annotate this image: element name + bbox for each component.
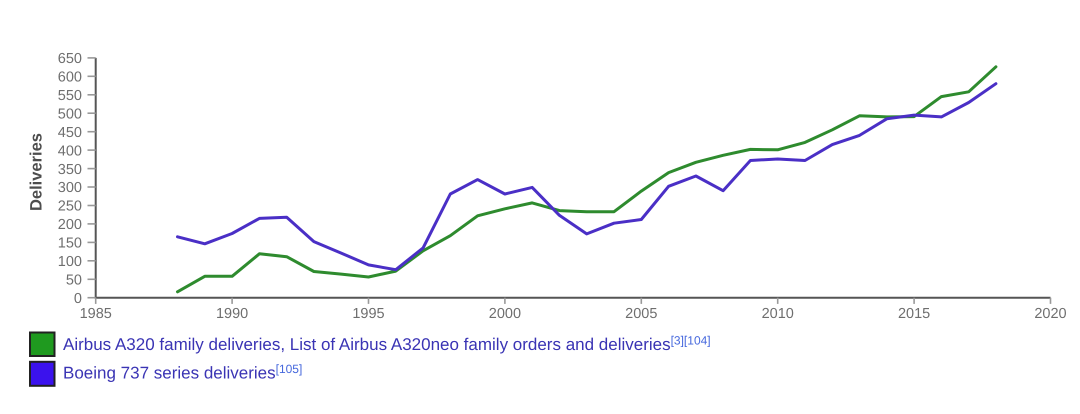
- svg-text:150: 150: [58, 236, 82, 252]
- svg-text:600: 600: [58, 70, 82, 86]
- svg-text:100: 100: [58, 254, 82, 270]
- svg-text:200: 200: [58, 217, 82, 233]
- svg-text:Deliveries: Deliveries: [28, 133, 46, 211]
- svg-text:2005: 2005: [625, 306, 657, 322]
- svg-text:550: 550: [58, 88, 82, 104]
- svg-text:Airbus A320 family deliveries,: Airbus A320 family deliveries, List of A…: [63, 334, 711, 355]
- svg-text:1985: 1985: [80, 306, 112, 322]
- svg-text:450: 450: [58, 125, 82, 141]
- svg-text:300: 300: [58, 180, 82, 196]
- svg-text:2010: 2010: [762, 306, 794, 322]
- svg-text:50: 50: [66, 273, 82, 289]
- svg-text:350: 350: [58, 162, 82, 178]
- svg-text:1990: 1990: [216, 306, 248, 322]
- svg-text:2015: 2015: [898, 306, 930, 322]
- svg-text:2000: 2000: [489, 306, 521, 322]
- svg-text:0: 0: [74, 291, 82, 307]
- svg-text:1995: 1995: [352, 306, 384, 322]
- svg-text:400: 400: [58, 143, 82, 159]
- svg-text:2020: 2020: [1034, 306, 1066, 322]
- svg-text:250: 250: [58, 199, 82, 215]
- svg-text:650: 650: [58, 51, 82, 67]
- svg-text:500: 500: [58, 106, 82, 122]
- svg-text:Boeing 737 series deliveries[1: Boeing 737 series deliveries[105]: [63, 362, 302, 383]
